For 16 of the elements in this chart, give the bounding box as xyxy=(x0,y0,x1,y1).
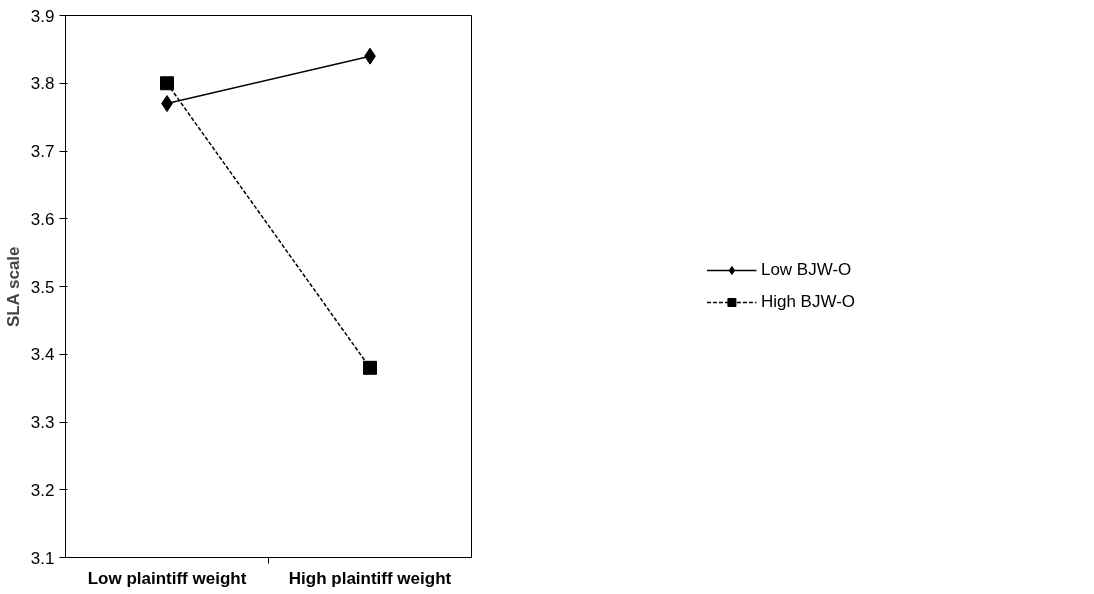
legend-label: High BJW-O xyxy=(760,292,856,312)
x-tick-label: Low plaintiff weight xyxy=(87,568,247,588)
y-tick-label: 3.3 xyxy=(30,413,55,432)
y-tick-label: 3.7 xyxy=(30,142,55,161)
y-tick-label: 3.5 xyxy=(30,277,55,297)
legend-label: Low BJW-O xyxy=(760,260,852,280)
point xyxy=(160,76,174,91)
x-tick-label: High plaintiff weight xyxy=(288,568,452,588)
y-tick-label: 3.8 xyxy=(30,74,55,94)
y-axis-title: SLA scale xyxy=(3,246,23,328)
y-tick-label: 3.4 xyxy=(30,345,55,365)
point xyxy=(363,360,377,375)
y-tick-label: 3.1 xyxy=(30,548,55,568)
y-tick-label: 3.2 xyxy=(30,480,55,500)
y-tick-label: 3.6 xyxy=(30,209,55,229)
y-tick-label: 3.9 xyxy=(30,6,55,26)
